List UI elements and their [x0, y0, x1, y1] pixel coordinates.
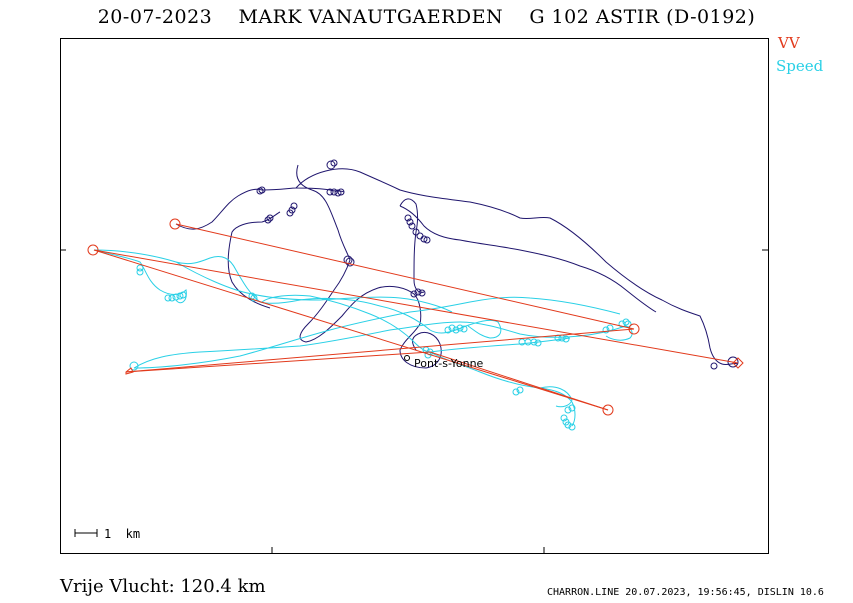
distance-summary: Vrije Vlucht: 120.4 km [60, 576, 266, 597]
turnpoint-marker [169, 218, 181, 230]
credit-line: CHARRON.LINE 20.07.2023, 19:56:45, DISLI… [547, 587, 824, 598]
task-route [87, 218, 744, 416]
flight-title: 20-07-2023 MARK VANAUTGAERDEN G 102 ASTI… [0, 6, 853, 28]
turnpoint-marker [602, 404, 614, 416]
legend-vv: VV [778, 34, 800, 52]
turnpoint-marker [732, 357, 744, 369]
turnpoint-marker [87, 244, 99, 256]
scale-label: 1 km [104, 527, 140, 541]
place-marker [404, 355, 410, 361]
place-label: Pont-s-Yonne [414, 357, 484, 370]
turnpoint-marker [125, 367, 134, 375]
legend-speed: Speed [776, 57, 824, 75]
speed-track [93, 249, 633, 431]
map-frame [60, 38, 769, 554]
flight-track [175, 159, 739, 370]
glider-name: G 102 ASTIR (D-0192) [529, 6, 756, 28]
scale-bar [74, 529, 98, 537]
flight-date: 20-07-2023 [97, 6, 213, 28]
turnpoint-marker [628, 323, 640, 335]
axis-ticks [60, 249, 768, 553]
pilot-name: MARK VANAUTGAERDEN [238, 6, 504, 28]
